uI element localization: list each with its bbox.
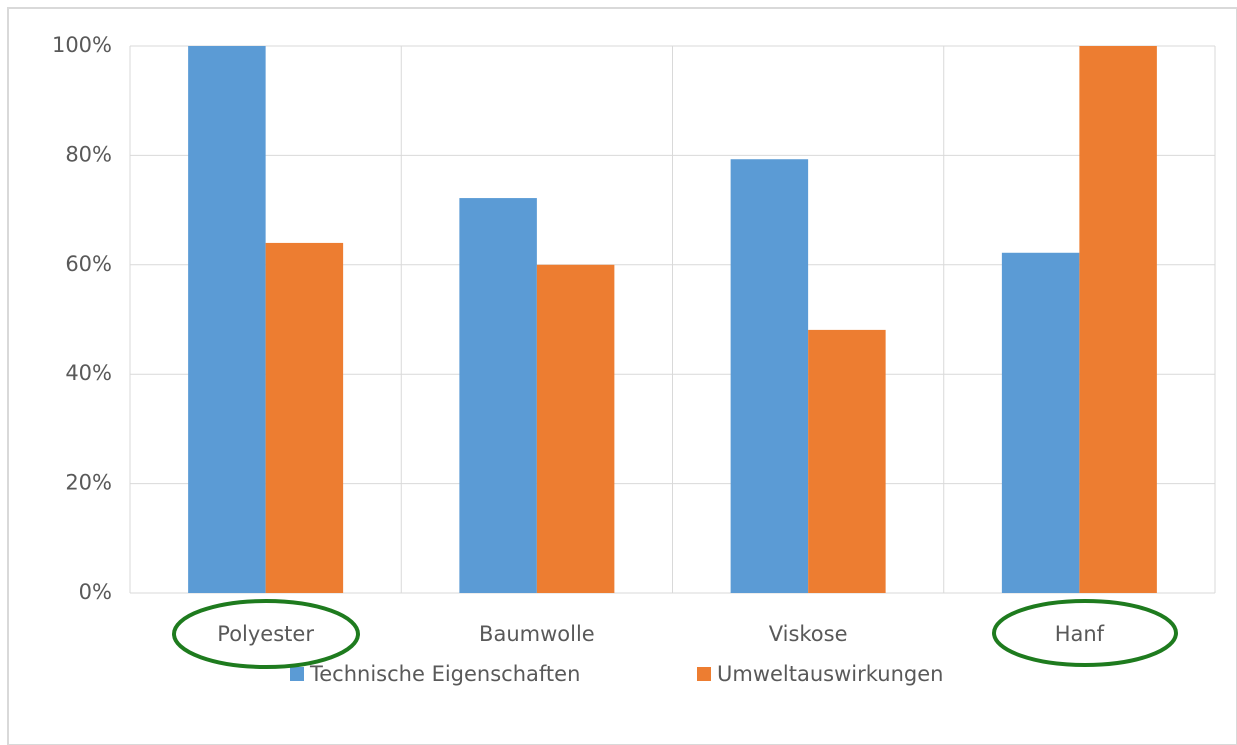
bar: [265, 242, 344, 594]
legend-label: Technische Eigenschaften: [309, 662, 580, 686]
x-tick-label: Polyester: [217, 622, 314, 646]
bar: [1001, 252, 1080, 594]
y-tick-label: 100%: [52, 33, 112, 57]
bar: [459, 198, 537, 594]
y-tick-label: 60%: [65, 252, 112, 276]
highlight-ellipse: [992, 599, 1178, 667]
chart-border: [7, 7, 1237, 745]
legend-label: Umweltauswirkungen: [717, 662, 943, 686]
bar: [808, 329, 886, 593]
bar: [188, 46, 266, 593]
bar: [1079, 46, 1157, 593]
y-tick-label: 40%: [65, 361, 112, 385]
legend-swatch: [697, 667, 711, 681]
highlight-ellipse: [172, 599, 360, 669]
bar: [730, 159, 809, 593]
plot-area: 0% 20% 40% 60% 80% 100% Polyester Baumwolle Visk…: [52, 33, 1216, 686]
y-tick-label: 80%: [65, 142, 112, 166]
legend-swatch: [290, 667, 304, 681]
bar: [536, 264, 615, 593]
x-tick-label: Hanf: [1055, 622, 1105, 646]
y-tick-label: 20%: [65, 471, 112, 495]
y-tick-label: 0%: [79, 580, 112, 604]
x-tick-label: Baumwolle: [479, 622, 595, 646]
x-tick-label: Viskose: [769, 622, 848, 646]
